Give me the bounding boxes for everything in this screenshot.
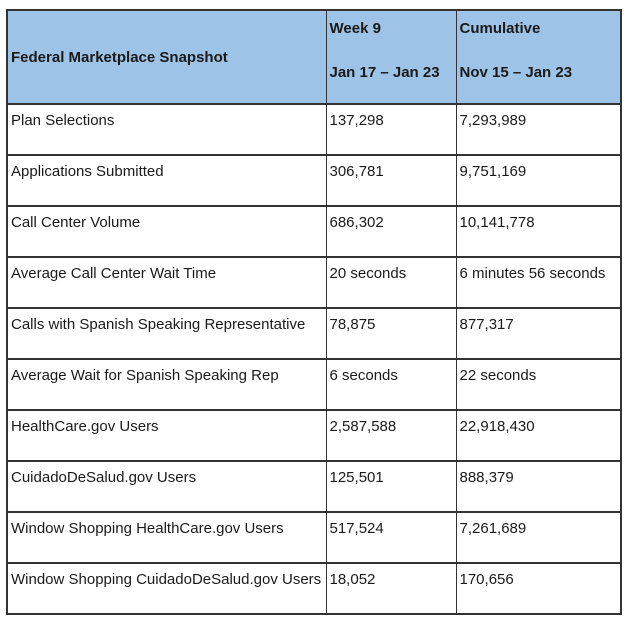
week-value-cell: 517,524	[325, 511, 457, 564]
metric-cell: Calls with Spanish Speaking Representati…	[6, 307, 327, 360]
metric-cell: Call Center Volume	[6, 205, 327, 258]
cumulative-value-cell: 6 minutes 56 seconds	[455, 256, 622, 309]
table-title: Federal Marketplace Snapshot	[11, 48, 228, 66]
week-value-cell: 2,587,588	[325, 409, 457, 462]
table-row: Average Call Center Wait Time 20 seconds 6…	[6, 256, 622, 309]
week-value-cell: 20 seconds	[325, 256, 457, 309]
metric-cell: HealthCare.gov Users	[6, 409, 327, 462]
week-value-cell: 686,302	[325, 205, 457, 258]
cumulative-value-cell: 888,379	[455, 460, 622, 513]
table-header: Federal Marketplace Snapshot Week 9 Jan …	[6, 9, 622, 105]
table-row: Call Center Volume 686,302 10,141,778	[6, 205, 622, 258]
federal-marketplace-snapshot-table: Federal Marketplace Snapshot Week 9 Jan …	[6, 9, 622, 615]
header-row: Federal Marketplace Snapshot Week 9 Jan …	[6, 9, 622, 105]
table-row: Window Shopping HealthCare.gov Users 517,…	[6, 511, 622, 564]
week-value-cell: 125,501	[325, 460, 457, 513]
table-row: Average Wait for Spanish Speaking Rep 6 s…	[6, 358, 622, 411]
header-cell-cumulative: Cumulative Nov 15 – Jan 23	[455, 9, 622, 105]
week-value-cell: 137,298	[325, 103, 457, 156]
cumulative-value-cell: 877,317	[455, 307, 622, 360]
cumulative-value-cell: 22 seconds	[455, 358, 622, 411]
metric-cell: Average Wait for Spanish Speaking Rep	[6, 358, 327, 411]
metric-cell: Applications Submitted	[6, 154, 327, 207]
table-row: Plan Selections 137,298 7,293,989	[6, 103, 622, 156]
week-value-cell: 6 seconds	[325, 358, 457, 411]
header-cell-week: Week 9 Jan 17 – Jan 23	[325, 9, 457, 105]
table-body: Plan Selections 137,298 7,293,989 Applicati…	[6, 103, 622, 615]
metric-cell: Window Shopping CuidadoDeSalud.gov Users	[6, 562, 327, 615]
cumulative-value-cell: 10,141,778	[455, 205, 622, 258]
cumulative-date-range: Nov 15 – Jan 23	[459, 64, 573, 81]
header-cell-metric: Federal Marketplace Snapshot	[6, 9, 327, 105]
table-container: Federal Marketplace Snapshot Week 9 Jan …	[6, 9, 622, 615]
metric-cell: Window Shopping HealthCare.gov Users	[6, 511, 327, 564]
cumulative-value-cell: 9,751,169	[455, 154, 622, 207]
cumulative-label: Cumulative	[459, 20, 541, 37]
cumulative-value-cell: 7,293,989	[455, 103, 622, 156]
week-value-cell: 18,052	[325, 562, 457, 615]
metric-cell: CuidadoDeSalud.gov Users	[6, 460, 327, 513]
table-row: Calls with Spanish Speaking Representati…	[6, 307, 622, 360]
metric-cell: Average Call Center Wait Time	[6, 256, 327, 309]
cumulative-value-cell: 170,656	[455, 562, 622, 615]
table-row: CuidadoDeSalud.gov Users 125,501 888,379	[6, 460, 622, 513]
table-row: Window Shopping CuidadoDeSalud.gov Users…	[6, 562, 622, 615]
week-label: Week 9	[329, 20, 381, 37]
week-value-cell: 306,781	[325, 154, 457, 207]
week-value-cell: 78,875	[325, 307, 457, 360]
week-date-range: Jan 17 – Jan 23	[329, 64, 440, 81]
table-row: Applications Submitted 306,781 9,751,169	[6, 154, 622, 207]
cumulative-value-cell: 22,918,430	[455, 409, 622, 462]
cumulative-value-cell: 7,261,689	[455, 511, 622, 564]
metric-cell: Plan Selections	[6, 103, 327, 156]
table-row: HealthCare.gov Users 2,587,588 22,918,430	[6, 409, 622, 462]
